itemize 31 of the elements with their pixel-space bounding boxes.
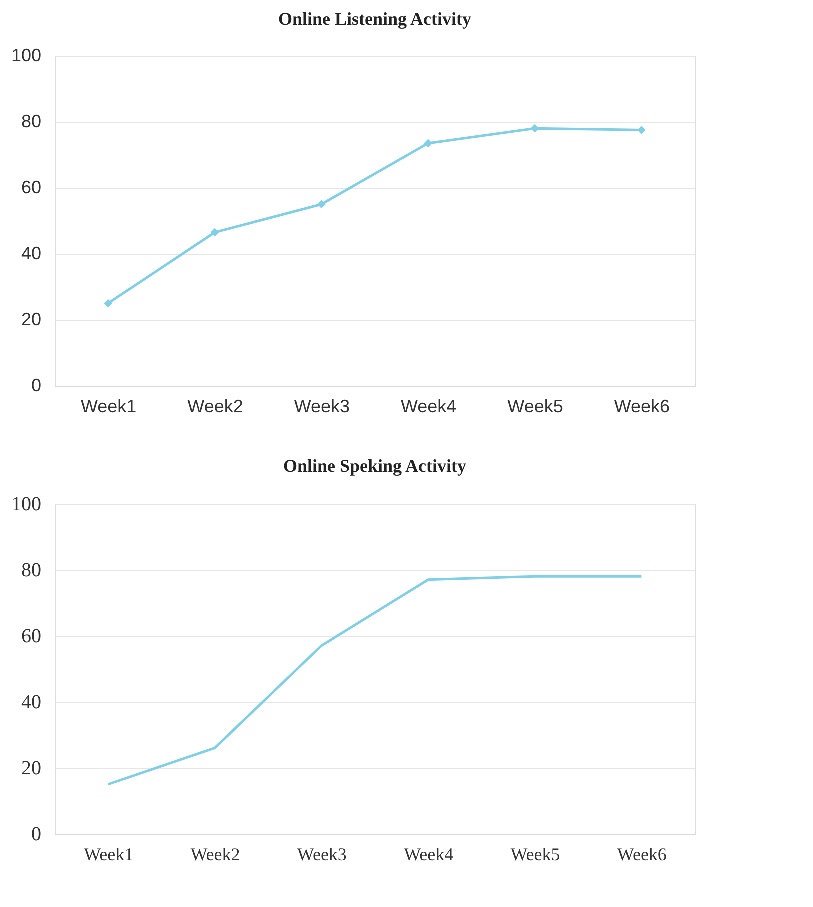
- y-tick-label: 80: [22, 560, 42, 582]
- x-tick-label: Week3: [294, 396, 350, 416]
- x-tick-label: Week6: [614, 396, 670, 416]
- y-tick-label: 100: [11, 46, 42, 66]
- y-tick-label: 20: [22, 758, 42, 780]
- x-tick-label: Week2: [190, 844, 240, 864]
- x-tick-label: Week5: [510, 844, 560, 864]
- chart-title: Online Speking Activity: [283, 456, 467, 476]
- x-tick-label: Week1: [84, 844, 134, 864]
- x-tick-label: Week5: [508, 396, 564, 416]
- y-tick-label: 60: [21, 178, 42, 198]
- y-tick-label: 20: [21, 310, 42, 330]
- x-tick-label: Week2: [188, 396, 244, 416]
- x-tick-label: Week4: [400, 396, 457, 416]
- y-tick-label: 0: [31, 376, 42, 396]
- point: [317, 200, 326, 209]
- point: [424, 139, 433, 148]
- point: [210, 228, 220, 237]
- x-tick-label: Week4: [404, 844, 454, 864]
- line-series: [107, 575, 643, 786]
- x-tick-label: Week6: [617, 844, 667, 864]
- y-tick-label: 40: [22, 692, 42, 714]
- y-tick-label: 100: [12, 494, 42, 516]
- y-tick-label: 80: [21, 112, 42, 132]
- x-tick-label: Week3: [297, 844, 347, 864]
- point: [104, 299, 113, 308]
- x-tick-label: Week1: [80, 396, 137, 416]
- y-tick-label: 0: [32, 824, 42, 846]
- y-tick-label: 40: [21, 244, 42, 264]
- y-tick-label: 60: [22, 626, 42, 648]
- chart-title: Online Listening Activity: [278, 9, 472, 29]
